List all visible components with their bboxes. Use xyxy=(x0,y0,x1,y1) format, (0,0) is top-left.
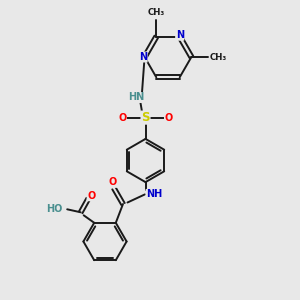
Text: HO: HO xyxy=(46,204,63,214)
Text: NH: NH xyxy=(146,189,162,200)
Text: O: O xyxy=(108,177,117,188)
Text: CH₃: CH₃ xyxy=(209,52,227,62)
Text: S: S xyxy=(141,111,150,124)
Text: N: N xyxy=(139,52,147,62)
Text: O: O xyxy=(87,191,95,201)
Text: CH₃: CH₃ xyxy=(148,8,165,16)
Text: N: N xyxy=(176,30,184,40)
Text: HN: HN xyxy=(128,92,145,103)
Text: O: O xyxy=(118,112,127,123)
Text: O: O xyxy=(164,112,173,123)
